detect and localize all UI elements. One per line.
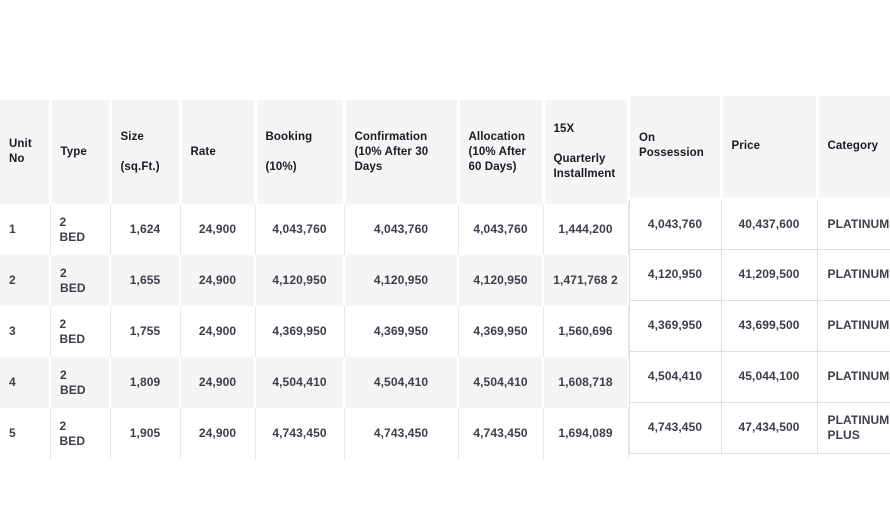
cell-booking: 4,120,950 [255, 255, 345, 306]
table-row: 4 2 BED 1,809 24,900 4,504,410 4,504,410… [0, 357, 629, 408]
cell-installment: 1,471,768 2 [543, 255, 629, 306]
col-header-category: Category [816, 96, 890, 200]
table-row: 3 2 BED 1,755 24,900 4,369,950 4,369,950… [0, 306, 629, 357]
cell-category: PLATINUM PLUS [816, 401, 890, 454]
cell-unit-no: 3 [0, 306, 51, 357]
table-row: 4,120,950 41,209,500 PLATINUM [628, 248, 890, 301]
cell-type: 2 BED [50, 204, 111, 255]
cell-unit-no: 2 [0, 255, 51, 306]
cell-installment: 1,608,718 [543, 357, 629, 408]
cell-size: 1,905 [110, 408, 181, 459]
col-header-confirmation: Confirmation (10% After 30 Days [344, 100, 460, 204]
cell-size: 1,655 [110, 255, 181, 306]
cell-installment: 1,560,696 [543, 306, 629, 357]
cell-booking: 4,043,760 [255, 204, 345, 255]
cell-size: 1,624 [110, 204, 181, 255]
cell-type: 2 BED [50, 306, 111, 357]
cell-confirmation: 4,043,760 [344, 204, 459, 255]
cell-confirmation: 4,743,450 [344, 408, 459, 459]
col-header-price: Price [720, 96, 819, 200]
table-row: 1 2 BED 1,624 24,900 4,043,760 4,043,760… [0, 204, 629, 255]
cell-allocation: 4,369,950 [458, 306, 544, 357]
cell-possession: 4,504,410 [628, 350, 722, 403]
cell-booking: 4,504,410 [255, 357, 345, 408]
cell-confirmation: 4,369,950 [344, 306, 459, 357]
cell-size: 1,809 [110, 357, 181, 408]
cell-booking: 4,743,450 [255, 408, 345, 459]
col-header-size: Size (sq.Ft.) [110, 100, 182, 204]
col-header-rate: Rate [180, 100, 257, 204]
table-row: 5 2 BED 1,905 24,900 4,743,450 4,743,450… [0, 408, 629, 459]
table-row: 4,369,950 43,699,500 PLATINUM [628, 299, 890, 352]
cell-confirmation: 4,120,950 [344, 255, 459, 306]
cell-rate: 24,900 [180, 255, 256, 306]
cell-type: 2 BED [50, 357, 111, 408]
cell-installment: 1,444,200 [543, 204, 629, 255]
cell-price: 41,209,500 [720, 248, 818, 301]
cell-possession: 4,369,950 [628, 299, 722, 352]
cell-possession: 4,743,450 [628, 401, 722, 454]
cell-allocation: 4,743,450 [458, 408, 544, 459]
cell-allocation: 4,043,760 [458, 204, 544, 255]
table-row: 2 2 BED 1,655 24,900 4,120,950 4,120,950… [0, 255, 629, 306]
cell-allocation: 4,504,410 [458, 357, 544, 408]
cell-allocation: 4,120,950 [458, 255, 544, 306]
col-header-booking: Booking (10%) [255, 100, 346, 204]
cell-price: 47,434,500 [720, 401, 818, 454]
cell-price: 40,437,600 [720, 197, 818, 250]
col-header-possession: On Possession [628, 96, 723, 200]
cell-unit-no: 1 [0, 204, 51, 255]
cell-category: PLATINUM [816, 248, 890, 301]
cell-rate: 24,900 [180, 408, 256, 459]
cell-type: 2 BED [50, 255, 111, 306]
cell-rate: 24,900 [180, 204, 256, 255]
col-header-unit-no: Unit No [0, 100, 52, 204]
cell-confirmation: 4,504,410 [344, 357, 459, 408]
cell-size: 1,755 [110, 306, 181, 357]
cell-type: 2 BED [50, 408, 111, 459]
col-header-allocation: Allocation (10% After 60 Days) [458, 100, 545, 204]
payment-plan-table-left: Unit No Type Size (sq.Ft.) Rate Booking … [0, 100, 630, 459]
cell-possession: 4,043,760 [628, 197, 722, 250]
cell-category: PLATINUM [816, 350, 890, 403]
cell-booking: 4,369,950 [255, 306, 345, 357]
payment-plan-table-right: On Possession Price Category 4,043,760 4… [628, 96, 890, 454]
cell-possession: 4,120,950 [628, 248, 722, 301]
cell-price: 45,044,100 [720, 350, 818, 403]
col-header-installment: 15X Quarterly Installment [543, 100, 630, 204]
cell-rate: 24,900 [180, 357, 256, 408]
header-row: On Possession Price Category [628, 96, 890, 200]
col-header-type: Type [50, 100, 112, 204]
header-row: Unit No Type Size (sq.Ft.) Rate Booking … [0, 100, 630, 204]
cell-unit-no: 4 [0, 357, 51, 408]
cell-price: 43,699,500 [720, 299, 818, 352]
cell-rate: 24,900 [180, 306, 256, 357]
table-row: 4,504,410 45,044,100 PLATINUM [628, 350, 890, 403]
cell-category: PLATINUM [816, 299, 890, 352]
cell-installment: 1,694,089 [543, 408, 629, 459]
cell-category: PLATINUM [816, 197, 890, 250]
table-row: 4,043,760 40,437,600 PLATINUM [628, 197, 890, 250]
table-row: 4,743,450 47,434,500 PLATINUM PLUS [628, 401, 890, 454]
cell-unit-no: 5 [0, 408, 51, 459]
